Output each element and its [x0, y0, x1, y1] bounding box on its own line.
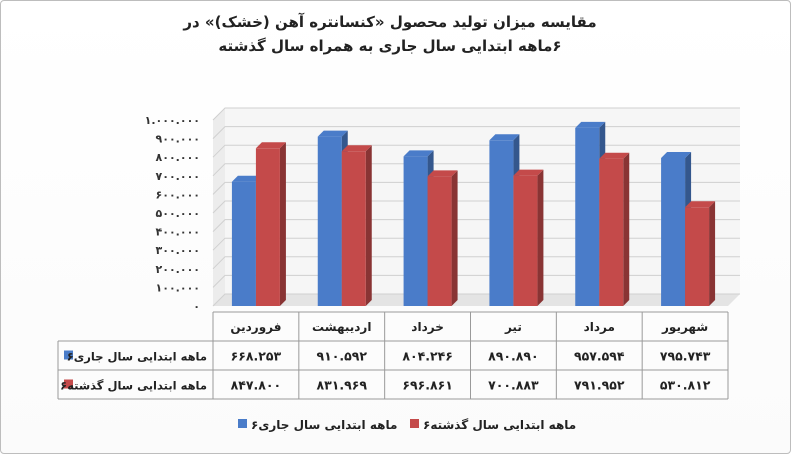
- y-tick-label: ۱.۰۰۰.۰۰۰: [145, 114, 200, 127]
- y-tick-label: ۴۰۰.۰۰۰: [156, 226, 200, 239]
- bar: [513, 175, 538, 306]
- bar-top: [427, 170, 458, 177]
- table-legend-swatch: [64, 379, 73, 389]
- bar-side: [537, 169, 544, 306]
- bar-top: [685, 201, 716, 208]
- data-label: ۷۰۰.۸۸۳: [488, 378, 539, 393]
- data-label: ۵۳۰.۸۱۲: [660, 378, 711, 393]
- chart-floor: [213, 294, 740, 306]
- bar: [317, 136, 342, 306]
- legend-label: ۶ماهه ابتدایی سال جاری: [251, 418, 397, 432]
- y-tick-label: ۷۰۰.۰۰۰: [156, 170, 200, 183]
- bar: [403, 156, 428, 306]
- bar: [575, 127, 600, 306]
- bar: [489, 140, 514, 306]
- gridline: [212, 293, 740, 307]
- x-tick-label: مرداد: [584, 320, 615, 334]
- x-tick-label: شهریور: [661, 320, 708, 335]
- gridline: [212, 256, 740, 270]
- bar-side: [279, 142, 286, 306]
- gridline: [212, 144, 740, 158]
- chart-title: مقایسه میزان تولید محصول «کنسانتره آهن (…: [183, 13, 597, 55]
- bar-side: [451, 170, 458, 306]
- data-label: ۹۱۰.۵۹۲: [316, 349, 367, 364]
- gridline: [212, 274, 740, 288]
- bar-top: [403, 150, 434, 157]
- x-tick-label: اردیبهشت: [312, 320, 371, 334]
- table-series-name: ۶ماهه ابتدایی سال جاری: [67, 350, 207, 364]
- y-tick-label: ۱۰۰.۰۰۰: [156, 281, 200, 294]
- bar: [255, 148, 280, 306]
- data-label: ۹۵۷.۵۹۴: [574, 349, 625, 364]
- gridline: [212, 163, 740, 177]
- y-tick-label: ۵۰۰.۰۰۰: [156, 207, 200, 220]
- data-label: ۸۳۱.۹۶۹: [316, 378, 367, 393]
- table-series-name: ۶ماهه ابتدایی سال گذشته: [60, 379, 207, 393]
- bar-top: [661, 151, 692, 158]
- gridline: [212, 181, 740, 195]
- x-tick-label: خرداد: [411, 320, 444, 334]
- y-tick-label: ۹۰۰.۰۰۰: [156, 133, 200, 146]
- bar-top: [341, 145, 372, 152]
- bar: [661, 157, 686, 306]
- bar: [427, 176, 452, 306]
- gridline: [212, 126, 740, 139]
- y-tick-label: ۸۰۰.۰۰۰: [156, 151, 200, 164]
- bar-top: [575, 121, 606, 128]
- legend-swatch: [410, 419, 419, 428]
- data-label: ۶۹۶.۸۶۱: [402, 378, 453, 393]
- y-tick-label: ۲۰۰.۰۰۰: [156, 263, 200, 276]
- y-tick-label: ۶۰۰.۰۰۰: [156, 188, 200, 201]
- bar: [599, 158, 624, 306]
- bar-top: [489, 134, 520, 141]
- bar: [341, 151, 366, 306]
- gridline: [212, 237, 740, 251]
- legend-label: ۶ماهه ابتدایی سال گذشته: [423, 418, 576, 432]
- bar: [685, 207, 710, 306]
- y-tick-label: ۳۰۰.۰۰۰: [156, 244, 200, 257]
- data-label: ۷۹۵.۷۴۳: [660, 349, 711, 364]
- y-tick-label: ۰: [193, 300, 200, 313]
- bar-side: [709, 201, 716, 306]
- bar-top: [255, 142, 286, 149]
- gridline: [212, 107, 740, 121]
- bar-top: [599, 152, 630, 159]
- bar-top: [317, 130, 348, 137]
- x-tick-label: فروردین: [230, 320, 281, 335]
- gridline: [212, 200, 740, 214]
- gridline: [212, 219, 740, 232]
- bar-top: [231, 175, 262, 182]
- data-label: ۸۹۰.۸۹۰: [488, 349, 539, 364]
- bar: [231, 181, 256, 306]
- bar-side: [623, 152, 630, 306]
- data-label: ۷۹۱.۹۵۲: [574, 378, 625, 393]
- bar-top: [513, 169, 544, 176]
- data-label: ۶۶۸.۲۵۳: [231, 349, 282, 364]
- bar-side: [365, 145, 372, 306]
- data-label: ۸۰۴.۲۴۶: [402, 349, 453, 364]
- x-tick-label: تیر: [504, 320, 522, 334]
- data-label: ۸۴۷.۸۰۰: [231, 378, 282, 393]
- legend-swatch: [238, 419, 247, 428]
- table-legend-swatch: [64, 350, 73, 360]
